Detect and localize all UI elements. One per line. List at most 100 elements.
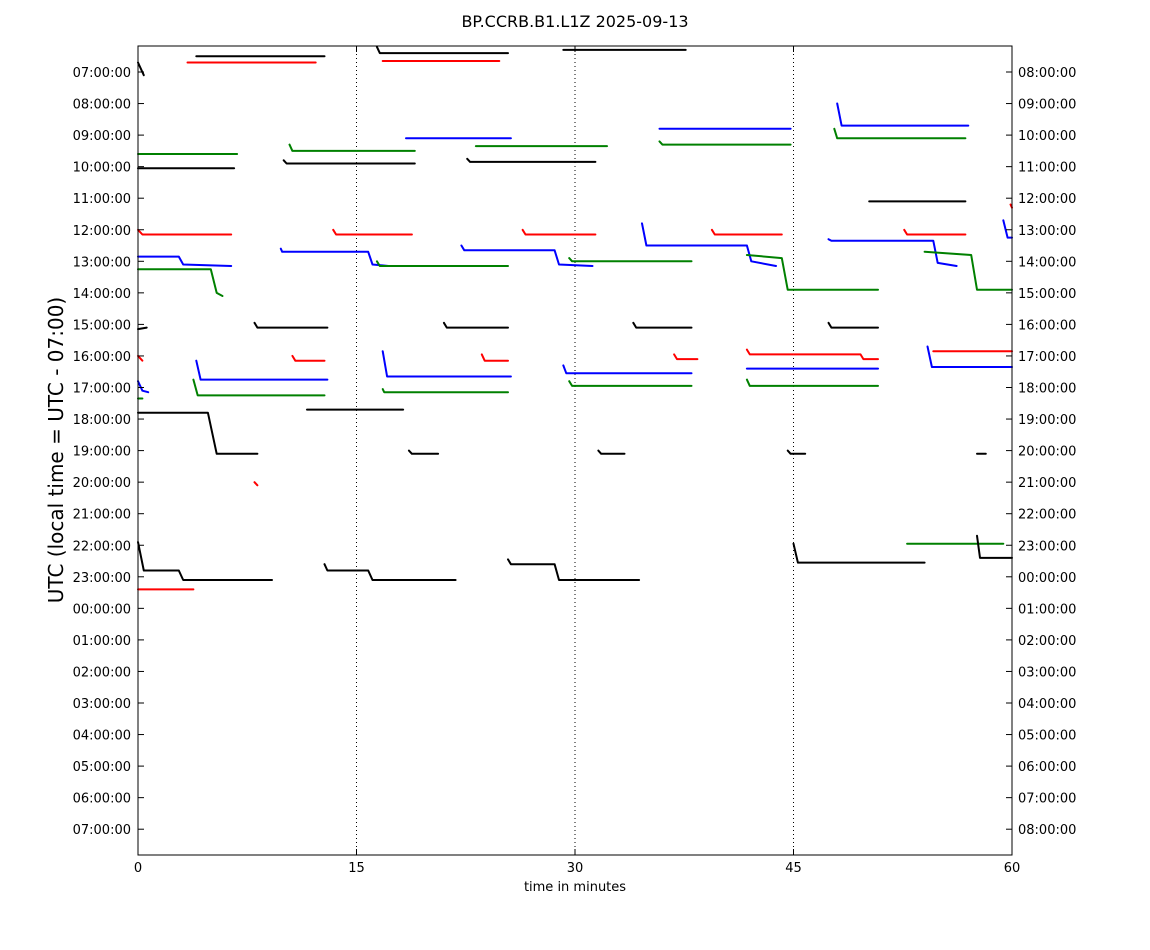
y-tick-label-right: 12:00:00 xyxy=(1018,192,1076,207)
y-axis-label: UTC (local time = UTC - 07:00) xyxy=(44,297,68,603)
y-tick-label-right: 05:00:00 xyxy=(1018,729,1076,744)
trace-segment-black xyxy=(466,157,597,163)
y-tick-label-right: 15:00:00 xyxy=(1018,287,1076,302)
data-layer xyxy=(137,45,1013,591)
y-tick-label-left: 22:00:00 xyxy=(73,539,131,554)
y-tick-label-left: 09:00:00 xyxy=(73,129,131,144)
trace-segment-black xyxy=(137,411,259,455)
trace-segment-blue xyxy=(195,359,329,381)
y-tick-label-right: 04:00:00 xyxy=(1018,697,1076,712)
trace-segment-red xyxy=(332,228,413,236)
trace-segment-red xyxy=(673,353,699,361)
y-tick-label-left: 13:00:00 xyxy=(73,255,131,270)
trace-segment-black xyxy=(137,326,148,331)
trace-segment-black xyxy=(597,449,626,455)
trace-segment-green xyxy=(375,260,509,267)
y-tick-label-right: 22:00:00 xyxy=(1018,508,1076,523)
y-tick-label-right: 09:00:00 xyxy=(1018,98,1076,113)
y-tick-label-right: 01:00:00 xyxy=(1018,602,1076,617)
y-tick-label-left: 05:00:00 xyxy=(73,760,131,775)
y-tick-label-left: 16:00:00 xyxy=(73,350,131,365)
y-tick-label-right: 06:00:00 xyxy=(1018,760,1076,775)
y-tick-label-right: 20:00:00 xyxy=(1018,445,1076,460)
trace-segment-black xyxy=(137,541,273,581)
y-tick-label-right: 18:00:00 xyxy=(1018,382,1076,397)
trace-segment-black xyxy=(507,558,641,581)
y-tick-label-right: 08:00:00 xyxy=(1018,823,1076,838)
trace-segment-black xyxy=(442,321,509,329)
y-tick-label-left: 08:00:00 xyxy=(73,98,131,113)
trace-segment-black xyxy=(786,449,807,455)
trace-segment-red xyxy=(745,348,879,361)
y-tick-label-right: 03:00:00 xyxy=(1018,665,1076,680)
y-tick-label-left: 10:00:00 xyxy=(73,161,131,176)
trace-segment-black xyxy=(137,61,145,77)
trace-segment-red xyxy=(253,481,259,487)
x-tick-label: 0 xyxy=(134,861,142,876)
trace-segment-green xyxy=(923,250,1013,291)
trace-segment-red xyxy=(291,354,326,362)
y-tick-label-left: 17:00:00 xyxy=(73,382,131,397)
trace-segment-blue xyxy=(279,247,390,267)
y-tick-label-right: 07:00:00 xyxy=(1018,792,1076,807)
x-tick-label: 15 xyxy=(348,861,365,876)
y-tick-label-left: 14:00:00 xyxy=(73,287,131,302)
x-tick-label: 45 xyxy=(785,861,802,876)
grid-layer xyxy=(356,46,794,855)
trace-segment-green xyxy=(192,378,326,397)
y-tick-label-left: 21:00:00 xyxy=(73,508,131,523)
trace-segment-blue xyxy=(137,255,233,267)
tick-layer: 07:00:00 08:00:00 09:00:00 10:00:00 11:00:00… xyxy=(73,46,1076,876)
trace-segment-green xyxy=(381,388,509,394)
trace-segment-green xyxy=(288,143,416,152)
x-tick-label: 60 xyxy=(1004,861,1021,876)
trace-segment-green xyxy=(658,140,792,146)
trace-segment-green xyxy=(568,257,693,263)
trace-segment-black xyxy=(253,321,329,329)
chart-title: BP.CCRB.B1.L1Z 2025-09-13 xyxy=(461,12,688,31)
trace-segment-green xyxy=(745,254,879,291)
y-tick-label-left: 06:00:00 xyxy=(73,792,131,807)
trace-segment-red xyxy=(480,353,509,362)
y-tick-label-left: 07:00:00 xyxy=(73,66,131,81)
trace-segment-green xyxy=(568,380,693,387)
trace-segment-blue xyxy=(836,102,970,127)
y-tick-label-right: 14:00:00 xyxy=(1018,255,1076,270)
y-tick-label-left: 18:00:00 xyxy=(73,413,131,428)
trace-segment-red xyxy=(710,228,783,236)
y-tick-label-left: 03:00:00 xyxy=(73,697,131,712)
trace-segment-blue xyxy=(562,364,693,375)
y-tick-label-right: 21:00:00 xyxy=(1018,476,1076,491)
y-tick-label-left: 11:00:00 xyxy=(73,192,131,207)
trace-segment-black xyxy=(407,449,440,455)
y-tick-label-right: 11:00:00 xyxy=(1018,161,1076,176)
trace-segment-black xyxy=(323,563,457,581)
trace-segment-green xyxy=(745,378,879,387)
y-tick-label-left: 23:00:00 xyxy=(73,571,131,586)
y-tick-label-right: 10:00:00 xyxy=(1018,129,1076,144)
trace-segment-blue xyxy=(641,222,777,267)
x-axis-label: time in minutes xyxy=(524,880,626,895)
trace-segment-black xyxy=(282,159,416,165)
trace-segment-red xyxy=(137,228,233,236)
trace-segment-black xyxy=(632,321,693,329)
trace-segment-black xyxy=(976,534,1013,559)
y-tick-label-left: 15:00:00 xyxy=(73,318,131,333)
y-tick-label-right: 23:00:00 xyxy=(1018,539,1076,554)
trace-segment-blue xyxy=(1002,219,1013,239)
trace-segment-green xyxy=(833,127,967,140)
trace-segment-blue xyxy=(460,244,594,267)
y-tick-label-right: 19:00:00 xyxy=(1018,413,1076,428)
y-tick-label-left: 04:00:00 xyxy=(73,729,131,744)
y-tick-label-right: 16:00:00 xyxy=(1018,318,1076,333)
trace-segment-black xyxy=(375,45,509,55)
trace-segment-blue xyxy=(926,345,1013,368)
trace-segment-blue xyxy=(381,350,512,378)
trace-segment-red xyxy=(521,228,597,236)
trace-segment-red xyxy=(137,354,144,362)
trace-segment-green xyxy=(137,268,224,297)
trace-segment-blue xyxy=(827,238,958,267)
trace-segment-black xyxy=(827,321,879,329)
trace-segment-black xyxy=(792,542,926,564)
